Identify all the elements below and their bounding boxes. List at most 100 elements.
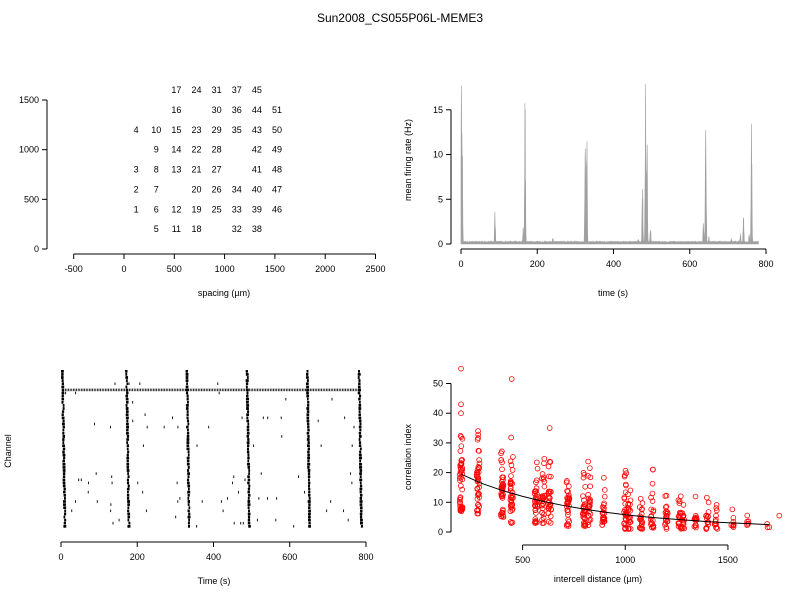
spike [306, 410, 309, 413]
correlation-point [637, 524, 643, 531]
correlation-point [534, 459, 540, 466]
spike [353, 388, 354, 392]
spike [309, 497, 311, 500]
spike [185, 388, 188, 392]
spike [90, 388, 92, 392]
spike [265, 388, 266, 392]
correlation-point [703, 513, 709, 519]
spike [308, 463, 310, 466]
spike [307, 376, 309, 379]
spike [63, 490, 66, 494]
spike [260, 388, 262, 392]
layout-x-tick-label: 1000 [215, 264, 235, 274]
spike [359, 459, 361, 463]
spike [128, 503, 130, 506]
correlation-point [730, 521, 737, 528]
correlation-point [565, 523, 572, 529]
spike [187, 422, 190, 426]
spike [187, 484, 189, 488]
spike [204, 388, 206, 392]
spike [64, 388, 66, 392]
spike [210, 388, 212, 392]
correlation-point [532, 520, 538, 526]
spike [95, 472, 97, 475]
spike [248, 484, 251, 488]
correlation-point [622, 522, 629, 528]
spike [247, 388, 249, 392]
spike [290, 388, 292, 392]
spike [87, 490, 89, 494]
spike [128, 500, 131, 503]
electrode-label: 11 [172, 224, 181, 234]
spike [247, 453, 250, 457]
spike [307, 432, 310, 435]
spike [248, 521, 251, 525]
spike [307, 407, 309, 410]
spike [331, 397, 333, 401]
spike [359, 422, 362, 426]
spike [126, 379, 128, 382]
spike [121, 388, 122, 392]
spike [165, 388, 167, 392]
electrode-label: 8 [154, 165, 159, 175]
spike [187, 432, 190, 435]
spike [130, 388, 132, 392]
spike [186, 385, 189, 389]
spike [247, 494, 250, 497]
electrode-label: 39 [252, 204, 262, 214]
raster-xlabel: Time (s) [198, 576, 231, 586]
spike [359, 419, 362, 423]
correlation-point [475, 491, 482, 497]
spike [359, 500, 362, 503]
spike [267, 497, 268, 500]
spike [359, 497, 362, 500]
spike [103, 388, 105, 392]
spike [108, 388, 109, 392]
spike [127, 503, 129, 506]
spike [62, 425, 65, 429]
spike [75, 500, 76, 503]
spike [247, 404, 250, 407]
correlation-point [586, 498, 593, 505]
correlation-point [533, 485, 540, 491]
correlation-point [703, 525, 709, 531]
spike [360, 472, 362, 475]
spike [128, 382, 130, 385]
spike [361, 525, 363, 528]
spike [246, 394, 249, 398]
spike [246, 435, 249, 438]
spike [307, 438, 309, 441]
correlation-point [497, 511, 504, 518]
spike [63, 515, 66, 519]
spike [143, 388, 145, 392]
spike [357, 388, 359, 392]
spike [246, 419, 248, 423]
spike [125, 413, 128, 416]
spike [247, 407, 249, 410]
spike [63, 407, 65, 410]
spike [247, 463, 249, 466]
spike [62, 379, 64, 382]
spike [276, 497, 278, 500]
spike [173, 388, 175, 392]
spike [106, 388, 108, 392]
electrode-label: 24 [191, 85, 201, 95]
spike [309, 512, 311, 516]
spike [248, 500, 251, 503]
spike [126, 441, 128, 444]
spike [253, 388, 255, 392]
spike [139, 382, 141, 385]
spike [307, 385, 309, 389]
correlation-point [508, 473, 514, 479]
spike [247, 500, 250, 503]
spike [358, 453, 361, 457]
spike [360, 503, 363, 506]
spike [177, 388, 178, 392]
spike [125, 373, 127, 376]
correlation-point [648, 494, 654, 501]
correlation-point [675, 497, 682, 503]
spike [78, 478, 80, 482]
correlation-point [587, 465, 593, 471]
electrode-label: 31 [212, 85, 222, 95]
spike [359, 478, 362, 482]
